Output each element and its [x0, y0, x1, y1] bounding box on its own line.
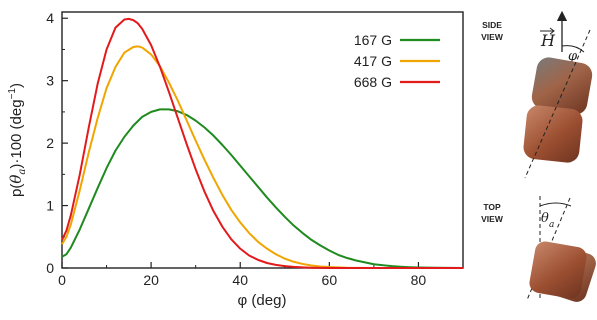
x-axis-title: φ (deg)	[238, 292, 287, 309]
legend-label: 417 G	[354, 53, 392, 69]
theta-subscript: a	[549, 220, 554, 230]
y-tick-label: 2	[46, 135, 54, 151]
side-view-label: SIDE	[482, 20, 502, 30]
x-axis: 0 20 40 60 80	[58, 262, 426, 288]
phi-arc	[561, 45, 585, 53]
y-tick-label: 4	[46, 10, 54, 26]
legend-label: 668 G	[354, 74, 392, 90]
theta-arc	[539, 202, 572, 207]
x-tick-label: 60	[322, 272, 338, 288]
theta-symbol: θ	[541, 211, 549, 226]
field-vector-bar-tip	[549, 27, 555, 35]
x-tick-label: 40	[232, 272, 248, 288]
chart: 0 20 40 60 80 0 1 2 3 4 φ (deg) p(θa)·100 (deg−1…	[7, 10, 464, 309]
cube-upper	[531, 57, 593, 115]
top-view-label-2: VIEW	[481, 214, 504, 224]
legend-label: 167 G	[354, 32, 392, 48]
y-axis-title: p(θa)·100 (deg−1)	[7, 83, 28, 197]
phi-symbol: φ	[568, 49, 578, 64]
side-axis-dashed	[524, 29, 591, 179]
legend: 167 G 417 G 668 G	[354, 32, 440, 90]
x-tick-label: 0	[58, 272, 66, 288]
x-tick-label: 20	[143, 272, 159, 288]
top-view-label: TOP	[483, 202, 501, 212]
series-lines	[61, 17, 464, 269]
plot-frame	[61, 11, 464, 269]
x-tick-label: 80	[411, 272, 427, 288]
series-line-668-g	[61, 17, 464, 269]
field-symbol: H	[540, 31, 556, 50]
series-line-417-g	[61, 45, 464, 269]
y-axis: 0 1 2 3 4	[46, 10, 68, 276]
y-tick-label: 1	[46, 198, 54, 214]
y-tick-label: 3	[46, 73, 54, 89]
side-view-illustration: SIDE VIEW H φ	[481, 10, 593, 179]
y-tick-label: 0	[46, 260, 54, 276]
top-view-illustration: TOP VIEW θ a	[481, 196, 596, 302]
side-view-label-2: VIEW	[481, 32, 504, 42]
series-line-167-g	[61, 108, 464, 269]
cube-top-front	[529, 241, 587, 299]
